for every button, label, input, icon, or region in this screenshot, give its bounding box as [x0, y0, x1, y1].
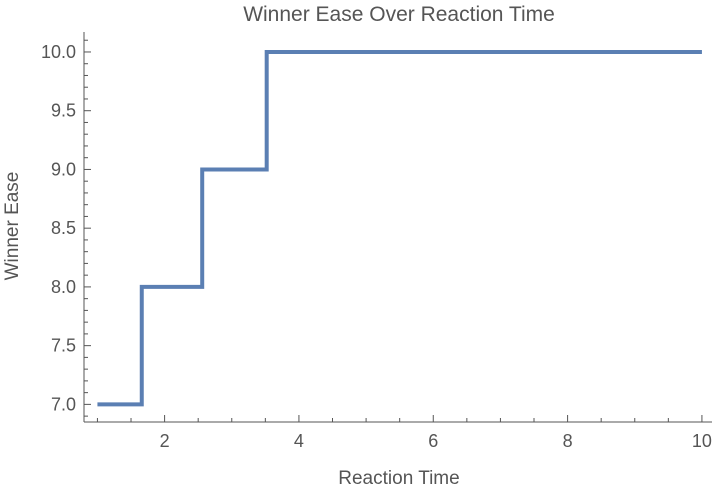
y-tick-label: 10.0	[41, 42, 76, 62]
y-axis: 7.0 7.5 8.0 8.5 9.0 9.5 10.0	[41, 32, 91, 422]
y-tick-label: 7.0	[51, 394, 76, 414]
x-tick-label: 4	[294, 431, 304, 451]
x-tick-label: 6	[428, 431, 438, 451]
series-line	[97, 49, 702, 407]
y-tick-label: 7.5	[51, 336, 76, 356]
y-tick-label: 9.5	[51, 101, 76, 121]
y-tick-label: 8.0	[51, 277, 76, 297]
x-tick-label: 10	[692, 431, 712, 451]
y-tick-label: 8.5	[51, 218, 76, 238]
chart-title: Winner Ease Over Reaction Time	[243, 3, 555, 26]
series-layer	[97, 49, 702, 407]
x-axis-label: Reaction Time	[338, 468, 459, 489]
x-tick-label: 2	[160, 431, 170, 451]
y-axis-label: Winner Ease	[2, 172, 23, 281]
x-tick-label: 8	[563, 431, 573, 451]
y-tick-label: 9.0	[51, 159, 76, 179]
x-axis: 2 4 6 8 10	[84, 415, 712, 451]
